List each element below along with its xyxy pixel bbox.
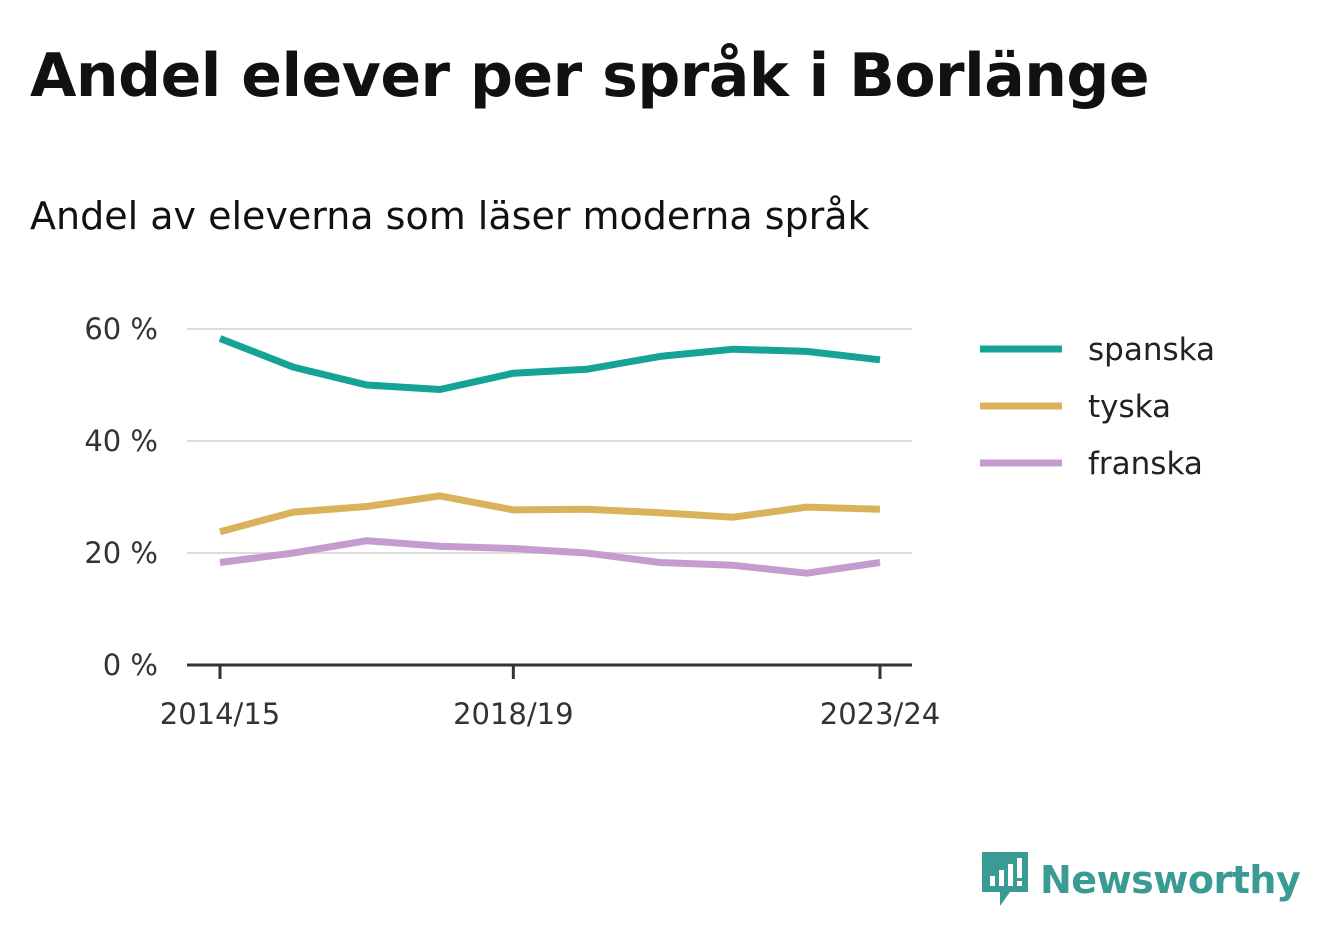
- legend-label-franska: franska: [1088, 446, 1203, 482]
- legend-label-tyska: tyska: [1088, 389, 1171, 425]
- newsworthy-logo-icon: [982, 852, 1028, 906]
- y-tick-label: 40 %: [84, 424, 158, 458]
- y-axis-ticks: 0 % 20 % 40 % 60 %: [84, 312, 158, 682]
- y-tick-label: 60 %: [84, 312, 158, 346]
- legend: spanska tyska franska: [980, 332, 1215, 482]
- x-axis: 2014/15 2018/19 2023/24: [160, 663, 940, 731]
- x-tick-label: 2023/24: [820, 697, 940, 731]
- series-line-franska: [219, 537, 881, 577]
- y-tick-label: 0 %: [103, 648, 158, 682]
- series-line-tyska: [219, 492, 881, 536]
- x-tick-label: 2018/19: [453, 697, 573, 731]
- legend-label-spanska: spanska: [1088, 332, 1215, 368]
- grid-lines: [187, 328, 912, 554]
- chart-title: Andel elever per språk i Borlänge: [30, 41, 1150, 111]
- series-lines: [218, 335, 881, 577]
- series-line-spanska: [218, 335, 881, 393]
- brand-name: Newsworthy: [1040, 858, 1301, 902]
- y-tick-label: 20 %: [84, 536, 158, 570]
- x-tick-label: 2014/15: [160, 697, 280, 731]
- chart-subtitle: Andel av eleverna som läser moderna språ…: [30, 194, 870, 238]
- newsworthy-logo: Newsworthy: [980, 850, 1301, 910]
